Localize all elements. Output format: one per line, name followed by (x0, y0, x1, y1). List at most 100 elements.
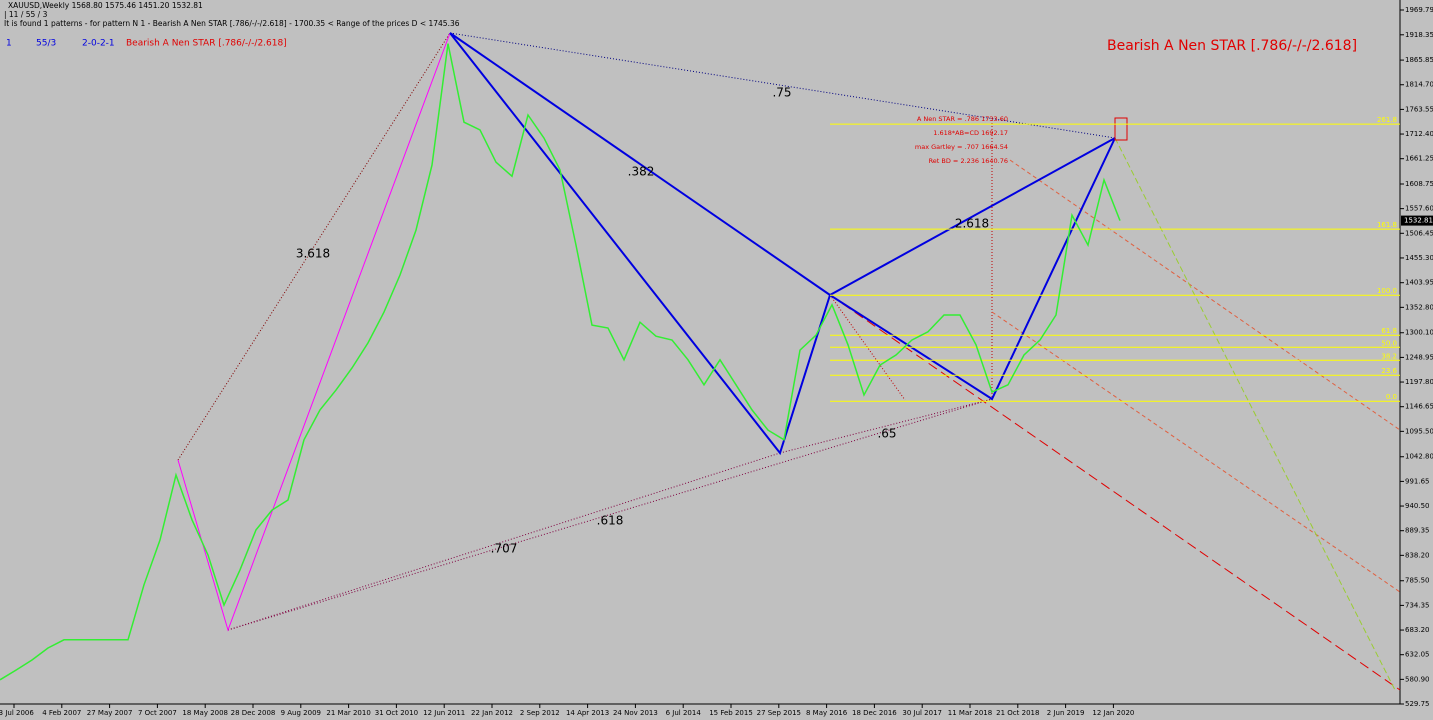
price-tick-label: 785.50 (1405, 577, 1430, 585)
date-tick-label: 7 Oct 2007 (138, 709, 177, 717)
projection-line (991, 311, 1401, 593)
fib-label: 38.2 (1381, 352, 1397, 360)
ratio-label: 2.618 (955, 217, 989, 231)
pattern-name: Bearish A Nen STAR [.786/-/-/2.618] (126, 39, 287, 49)
price-tick-label: 1506.45 (1405, 229, 1433, 237)
price-line (0, 43, 1121, 681)
price-tick-label: 1557.60 (1405, 205, 1433, 213)
params: | 11 / 55 / 3 (4, 10, 48, 19)
price-tick-label: 1455.30 (1405, 254, 1433, 262)
date-tick-label: 31 Oct 2010 (375, 709, 418, 717)
price-tick-label: 1814.70 (1405, 81, 1433, 89)
date-tick-label: 21 Oct 2018 (996, 709, 1039, 717)
pattern-number: 1 (6, 39, 12, 49)
price-tick-label: 1969.79 (1405, 6, 1433, 14)
pattern-leg (829, 137, 1116, 296)
price-tick-label: 1146.65 (1405, 403, 1433, 411)
symbol-line: XAUUSD,Weekly 1568.80 1575.46 1451.20 15… (8, 1, 203, 10)
ratio-label: .707 (491, 542, 518, 556)
pattern-code: 2-0-2-1 (82, 39, 115, 49)
ratio-line (829, 294, 906, 401)
price-tick-label: 1042.80 (1405, 453, 1433, 461)
annotation: Ret BD = 2.236 1640.76 (929, 157, 1008, 165)
price-tick-label: 1248.95 (1405, 353, 1433, 361)
price-tick-label: 1763.55 (1405, 105, 1433, 113)
date-tick-label: 6 Jul 2014 (666, 709, 702, 717)
date-tick-label: 4 Feb 2007 (42, 709, 81, 717)
price-tick-label: 1403.95 (1405, 279, 1433, 287)
price-tick-label: 632.05 (1405, 651, 1430, 659)
ratio-label: .618 (597, 514, 624, 528)
date-tick-label: 24 Nov 2013 (613, 709, 658, 717)
projection-line (829, 294, 1401, 691)
pattern-lines (177, 32, 1401, 691)
date-tick-label: 22 Jan 2012 (471, 709, 513, 717)
price-tick-label: 734.35 (1405, 601, 1430, 609)
date-tick-label: 2 Sep 2012 (520, 709, 560, 717)
pattern-title: Bearish A Nen STAR [.786/-/-/2.618] (1107, 38, 1357, 54)
price-tick-label: 1300.10 (1405, 329, 1433, 337)
ratio-label: .382 (628, 165, 655, 179)
fib-label: 23.6 (1381, 367, 1397, 375)
date-tick-label: 23 Jul 2006 (0, 709, 34, 717)
fib-label: 261.8 (1377, 116, 1397, 124)
date-tick-label: 21 Mar 2010 (326, 709, 370, 717)
current-price-label: 1532.81 (1404, 217, 1433, 225)
date-tick-label: 2 Jun 2019 (1047, 709, 1085, 717)
price-tick-label: 1352.80 (1405, 303, 1433, 311)
price-tick-label: 889.35 (1405, 527, 1430, 535)
price-tick-label: 838.20 (1405, 551, 1430, 559)
price-tick-label: 1918.35 (1405, 31, 1433, 39)
price-tick-label: 1197.80 (1405, 378, 1433, 386)
price-tick-label: 529.75 (1405, 700, 1430, 708)
date-tick-label: 18 Dec 2016 (852, 709, 897, 717)
ratio-line (449, 32, 1116, 139)
date-tick-label: 9 Aug 2009 (281, 709, 321, 717)
ratio-line (779, 398, 993, 454)
date-tick-label: 18 May 2008 (182, 709, 228, 717)
date-tick-label: 27 May 2007 (87, 709, 133, 717)
status: It is found 1 patterns - for pattern N 1… (4, 19, 460, 28)
ratio-line (177, 32, 451, 461)
fib-label: 0.0 (1386, 393, 1397, 401)
date-tick-label: 12 Jun 2011 (423, 709, 465, 717)
ratio-label: .65 (877, 427, 896, 441)
price-tick-label: 991.65 (1405, 477, 1430, 485)
price-tick-label: 1865.85 (1405, 56, 1433, 64)
date-tick-label: 30 Jul 2017 (902, 709, 942, 717)
price-tick-label: 683.20 (1405, 626, 1430, 634)
pattern-leg (449, 32, 831, 296)
date-tick-label: 8 May 2016 (806, 709, 848, 717)
ratio-line (227, 452, 781, 631)
date-tick-label: 15 Feb 2015 (709, 709, 753, 717)
date-tick-label: 12 Jan 2020 (1092, 709, 1134, 717)
fib-label: 61.8 (1381, 327, 1397, 335)
date-tick-label: 28 Dec 2008 (231, 709, 276, 717)
fib-label: 50.0 (1381, 339, 1397, 347)
annotation: A Nen STAR = .786 1733.60 (917, 115, 1008, 123)
target-box (1114, 117, 1128, 141)
projection-line (1114, 137, 1396, 691)
fib-label: 161.8 (1377, 221, 1397, 229)
projection-line (1009, 159, 1401, 431)
ratio-label: .75 (772, 86, 791, 100)
annotation: 1.618*AB=CD 1692.17 (933, 129, 1008, 137)
date-tick-label: 14 Apr 2013 (566, 709, 609, 717)
date-tick-label: 27 Sep 2015 (757, 709, 801, 717)
ratio-line (227, 398, 993, 631)
date-tick-label: 11 Mar 2018 (948, 709, 992, 717)
price-tick-label: 1095.50 (1405, 427, 1433, 435)
ratio-label: 3.618 (296, 247, 330, 261)
price-tick-label: 1661.25 (1405, 155, 1433, 163)
magenta-leg (177, 32, 451, 632)
current-price-box (1401, 215, 1433, 226)
price-tick-label: 1712.40 (1405, 130, 1433, 138)
annotation: max Gartley = .707 1664.54 (915, 143, 1008, 151)
price-tick-label: 580.90 (1405, 675, 1430, 683)
pattern-params: 55/3 (36, 39, 56, 49)
price-tick-label: 1608.75 (1405, 180, 1433, 188)
fib-label: 100.0 (1377, 287, 1397, 295)
price-tick-label: 940.50 (1405, 502, 1430, 510)
